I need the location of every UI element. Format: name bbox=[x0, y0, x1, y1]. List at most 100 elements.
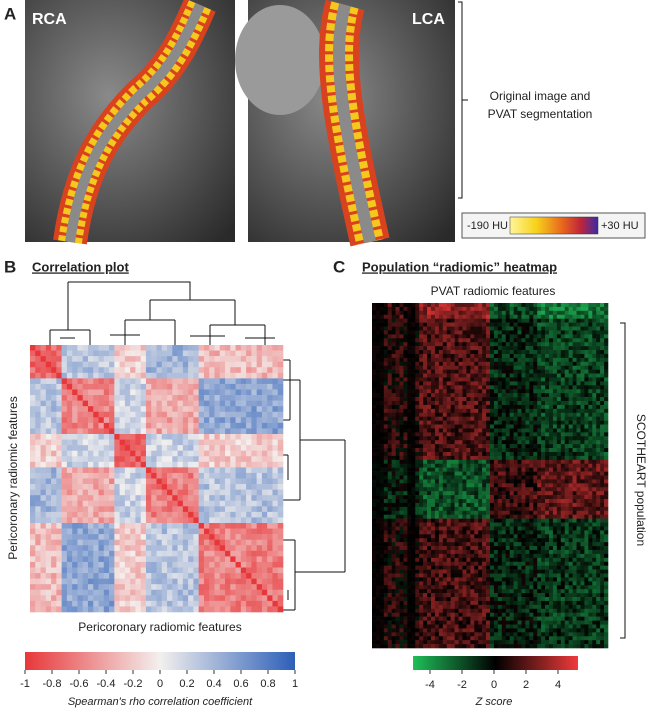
heatmap-cell bbox=[431, 424, 436, 429]
matrix-cell bbox=[219, 456, 226, 463]
matrix-cell bbox=[98, 600, 105, 607]
heatmap-cell bbox=[434, 397, 440, 402]
heatmap-cell bbox=[493, 459, 499, 465]
matrix-cell bbox=[156, 356, 163, 362]
heatmap-cell bbox=[564, 346, 569, 351]
matrix-cell bbox=[251, 372, 257, 379]
matrix-cell bbox=[82, 600, 89, 607]
heatmap-cell bbox=[482, 451, 487, 457]
heatmap-cell bbox=[493, 310, 499, 316]
heatmap-cell bbox=[372, 416, 377, 421]
heatmap-cell bbox=[395, 365, 400, 370]
matrix-cell bbox=[225, 550, 231, 557]
matrix-cell bbox=[72, 383, 78, 390]
matrix-cell bbox=[219, 434, 226, 440]
heatmap-cell bbox=[458, 467, 463, 472]
heatmap-cell bbox=[490, 408, 495, 414]
heatmap-cell bbox=[395, 389, 400, 394]
heatmap-cell bbox=[604, 330, 609, 335]
matrix-cell bbox=[35, 545, 41, 552]
heatmap-cell bbox=[513, 369, 518, 374]
heatmap-cell bbox=[399, 381, 404, 386]
matrix-cell bbox=[77, 584, 84, 591]
matrix-cell bbox=[251, 550, 257, 557]
matrix-cell bbox=[225, 528, 231, 535]
panel-title: Population “radiomic” heatmap bbox=[362, 259, 557, 274]
heatmap-cell bbox=[419, 318, 424, 323]
heatmap-cell bbox=[490, 436, 495, 441]
heatmap-cell bbox=[458, 326, 463, 331]
matrix-cell bbox=[82, 561, 89, 568]
heatmap-cell bbox=[568, 436, 573, 441]
heatmap-cell bbox=[525, 330, 530, 335]
heatmap-cell bbox=[379, 373, 385, 378]
heatmap-cell bbox=[450, 350, 455, 355]
matrix-cell bbox=[240, 534, 247, 540]
heatmap-cell bbox=[572, 397, 577, 402]
heatmap-cell bbox=[580, 318, 585, 323]
tick-label: 0.6 bbox=[233, 678, 248, 690]
heatmap-cell bbox=[556, 357, 562, 363]
matrix-cell bbox=[140, 378, 147, 385]
matrix-cell bbox=[56, 578, 62, 585]
heatmap-cell bbox=[466, 322, 471, 327]
heatmap-cell bbox=[600, 389, 605, 394]
heatmap-cell bbox=[537, 463, 542, 468]
heatmap-cell bbox=[549, 318, 554, 323]
heatmap-cell bbox=[411, 459, 416, 465]
heatmap-cell bbox=[411, 318, 416, 323]
matrix-cell bbox=[124, 573, 131, 579]
heatmap-cell bbox=[379, 346, 385, 351]
heatmap-cell bbox=[568, 448, 573, 453]
heatmap-cell bbox=[454, 432, 459, 437]
heatmap-cell bbox=[391, 436, 396, 441]
heatmap-cell bbox=[556, 346, 562, 351]
matrix-cell bbox=[156, 506, 163, 513]
matrix-cell bbox=[130, 550, 136, 557]
heatmap-cell bbox=[434, 326, 440, 331]
matrix-cell bbox=[93, 434, 99, 440]
heatmap-cell bbox=[407, 334, 412, 339]
matrix-cell bbox=[172, 356, 178, 362]
heatmap-cell bbox=[517, 420, 522, 425]
heatmap-cell bbox=[478, 385, 483, 390]
heatmap-cell bbox=[466, 381, 471, 386]
matrix-cell bbox=[93, 567, 99, 574]
matrix-cell bbox=[66, 511, 73, 518]
matrix-cell bbox=[61, 411, 68, 418]
heatmap-cell bbox=[552, 385, 558, 390]
heatmap-cell bbox=[552, 350, 558, 355]
matrix-cell bbox=[172, 606, 178, 613]
heatmap-cell bbox=[545, 381, 550, 386]
matrix-cell bbox=[198, 595, 205, 602]
matrix-cell bbox=[124, 395, 131, 401]
matrix-cell bbox=[156, 367, 163, 374]
matrix-cell bbox=[56, 534, 62, 540]
heatmap-cell bbox=[399, 471, 404, 476]
heatmap-cell bbox=[576, 420, 581, 425]
matrix-cell bbox=[240, 561, 247, 568]
matrix-cell bbox=[161, 456, 168, 463]
matrix-cell bbox=[98, 417, 105, 424]
heatmap-cell bbox=[592, 346, 597, 351]
heatmap-cell bbox=[391, 401, 396, 406]
heatmap-cell bbox=[470, 353, 475, 359]
heatmap-cell bbox=[458, 412, 463, 417]
heatmap-cell bbox=[399, 361, 404, 367]
heatmap-cell bbox=[505, 353, 510, 359]
matrix-cell bbox=[272, 584, 279, 591]
matrix-cell bbox=[188, 428, 194, 435]
matrix-cell bbox=[77, 573, 84, 579]
matrix-cell bbox=[177, 550, 184, 557]
matrix-cell bbox=[51, 450, 57, 457]
heatmap-cell bbox=[604, 357, 609, 363]
matrix-cell bbox=[56, 395, 62, 401]
matrix-cell bbox=[172, 428, 178, 435]
heatmap-cell bbox=[600, 459, 605, 465]
heatmap-cell bbox=[505, 377, 510, 382]
matrix-cell bbox=[109, 528, 115, 535]
heatmap-cell bbox=[470, 330, 475, 335]
heatmap-cell bbox=[415, 448, 420, 453]
heatmap-cell bbox=[497, 330, 503, 335]
matrix-cell bbox=[272, 478, 279, 485]
